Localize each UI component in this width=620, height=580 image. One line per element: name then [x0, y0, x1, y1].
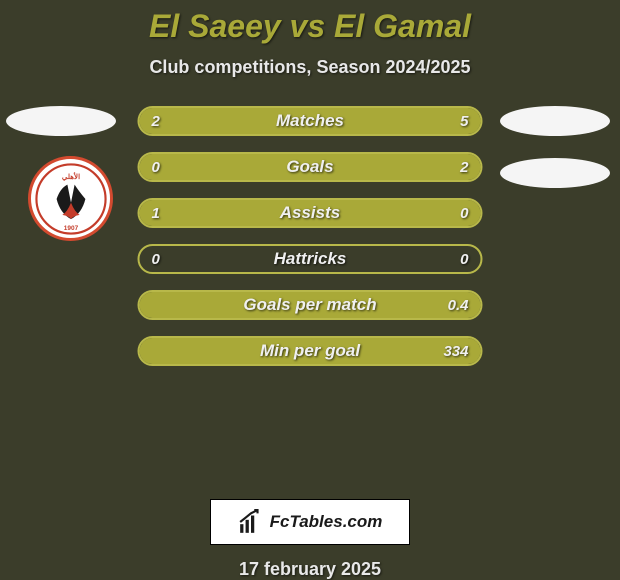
player-photo-placeholder-left [6, 106, 116, 136]
stat-bar: Assists1 0 [138, 198, 483, 228]
stat-bar: Goals per match0.4 [138, 290, 483, 320]
stat-bar: Min per goal334 [138, 336, 483, 366]
stat-bar: Hattricks0 0 [138, 244, 483, 274]
bar-value-right: 334 [443, 338, 468, 364]
bar-value-left: 0 [152, 154, 160, 180]
player-photo-placeholder-right-1 [500, 106, 610, 136]
bar-label: Min per goal [140, 338, 481, 364]
date-line: 17 february 2025 [239, 559, 381, 580]
player-photo-placeholder-right-2 [500, 158, 610, 188]
al-ahly-crest-icon: اﻷﻫﻠﻲ 1907 [35, 163, 107, 235]
bar-value-right: 0 [460, 200, 468, 226]
bar-label: Matches [140, 108, 481, 134]
main-area: اﻷﻫﻠﻲ 1907 Matches25Goals02Assists10Hatt… [0, 106, 620, 479]
bar-value-left: 2 [152, 108, 160, 134]
bar-label: Goals per match [140, 292, 481, 318]
brand-text: FcTables.com [270, 512, 383, 532]
bar-value-left: 0 [152, 246, 160, 272]
page-subtitle: Club competitions, Season 2024/2025 [149, 57, 470, 78]
bar-label: Assists [140, 200, 481, 226]
stat-bar: Matches2 5 [138, 106, 483, 136]
stat-bar: Goals0 2 [138, 152, 483, 182]
fctables-logo-icon [238, 509, 264, 535]
bar-label: Goals [140, 154, 481, 180]
svg-text:1907: 1907 [63, 224, 78, 231]
bar-value-right: 2 [460, 154, 468, 180]
bar-label: Hattricks [140, 246, 481, 272]
bar-value-right: 0 [460, 246, 468, 272]
club-logo: اﻷﻫﻠﻲ 1907 [28, 156, 113, 241]
bar-value-right: 0.4 [448, 292, 469, 318]
stats-bars: Matches25Goals02Assists10Hattricks00Goal… [138, 106, 483, 366]
bar-value-left: 1 [152, 200, 160, 226]
page-title: El Saeey vs El Gamal [149, 8, 471, 45]
svg-text:اﻷﻫﻠﻲ: اﻷﻫﻠﻲ [61, 170, 79, 181]
bar-value-right: 5 [460, 108, 468, 134]
infographic-container: El Saeey vs El Gamal Club competitions, … [0, 0, 620, 580]
brand-badge[interactable]: FcTables.com [210, 499, 410, 545]
